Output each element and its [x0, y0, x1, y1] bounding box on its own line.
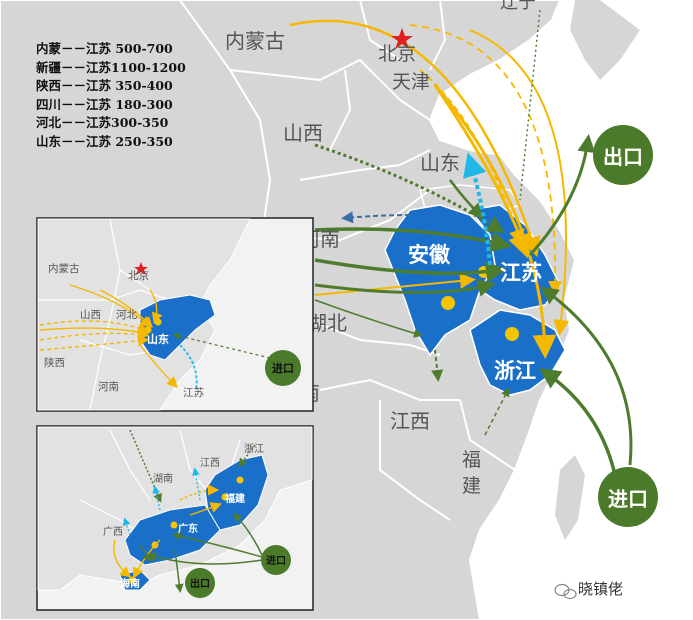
anhui-region	[384, 204, 496, 357]
watermark: 晓镇佬	[578, 580, 624, 598]
green-flow-arrows	[314, 9, 633, 476]
label-shanxi: 山西	[283, 121, 323, 145]
export-label: 出口	[603, 145, 643, 169]
label-jiangsu: 江苏	[500, 261, 542, 285]
label-beijing: 北京	[378, 43, 416, 65]
inset-label-zhejiang: 浙江	[244, 443, 264, 455]
label-inner-mongolia: 内蒙古	[225, 29, 285, 53]
wechat-icon	[554, 583, 577, 600]
inset-label-fujian: 福建	[224, 492, 246, 505]
label-zhejiang: 浙江	[494, 359, 536, 383]
label-anhui: 安徽	[408, 243, 451, 267]
inset-fujian-highlight-labels: 福建 广东 海南	[120, 492, 246, 590]
inset-label-hebei: 河北	[116, 309, 137, 321]
inset-label-jiangsu: 江苏	[183, 386, 204, 399]
legend-item: 新疆－－江苏1100-1200	[36, 59, 186, 75]
main-map-labels: 内蒙古 北京 天津 山西 山东 河南 湖北 江西 辽宁 福 建 南	[225, 0, 536, 497]
inset-fujian-import-circle	[261, 545, 291, 575]
inset-label-shaanxi: 陕西	[44, 356, 65, 369]
label-fujian-2: 建	[462, 475, 481, 497]
korea-peninsula	[570, 0, 640, 80]
inset-shandong: 进口 内蒙古 北京 山西 河北 陕西 河南 江苏 山东	[36, 217, 314, 412]
price-legend: 内蒙－－江苏 500-700 新疆－－江苏1100-1200 陕西－－江苏 35…	[36, 40, 186, 151]
inset-shandong-import-label: 进口	[272, 361, 294, 375]
inset-label-hainan: 海南	[120, 577, 140, 590]
legend-item: 河北－－江苏300-350	[36, 115, 169, 130]
coal-flow-arrows	[289, 19, 570, 359]
inset-label-shandong: 山东	[147, 332, 169, 346]
inset-label-inner-mongolia: 内蒙古	[48, 262, 80, 275]
label-jiangxi: 江西	[390, 409, 430, 433]
taiwan	[555, 455, 585, 540]
import-label: 进口	[608, 487, 648, 511]
import-circle	[598, 467, 658, 527]
highlight-labels: 安徽 江苏 浙江	[408, 243, 542, 383]
legend-item: 四川－－江苏 180-300	[36, 96, 173, 112]
inset-fujian-labels: 浙江 江西 湖南 广西	[103, 443, 264, 538]
label-shandong: 山东	[420, 151, 460, 175]
label-tianjin: 天津	[392, 71, 430, 93]
inset-label-henan: 河南	[98, 380, 119, 393]
inset-fujian: 出口 进口 浙江 江西 湖南 广西 福建 广东 海南	[36, 425, 314, 611]
inset-label-beijing: 北京	[128, 269, 149, 282]
inset-fujian-export-circle	[185, 568, 215, 598]
export-circle	[593, 125, 653, 185]
inset-shandong-region	[139, 294, 216, 361]
inset-fujian-export-label: 出口	[190, 577, 210, 590]
inset-shandong-import-circle	[265, 350, 301, 386]
blue-flow-arrow	[341, 211, 411, 224]
beijing-star	[391, 28, 413, 49]
inset-shandong-labels: 内蒙古 北京 山西 河北 陕西 河南 江苏	[44, 262, 204, 399]
inset-label-shanxi: 山西	[80, 309, 101, 321]
legend-item: 山东－－江苏 250-350	[36, 133, 173, 149]
inset-label-guangxi: 广西	[103, 526, 123, 538]
inset-fujian-import-label: 进口	[266, 554, 286, 567]
inset-label-guangdong: 广东	[178, 522, 198, 535]
legend-item: 内蒙－－江苏 500-700	[36, 41, 173, 56]
legend-item: 陕西－－江苏 350-400	[36, 78, 173, 93]
label-liaoning: 辽宁	[500, 0, 536, 13]
inset-label-jiangxi: 江西	[200, 457, 220, 469]
inset-label-hunan: 湖南	[153, 472, 173, 485]
label-fujian-1: 福	[462, 449, 481, 471]
